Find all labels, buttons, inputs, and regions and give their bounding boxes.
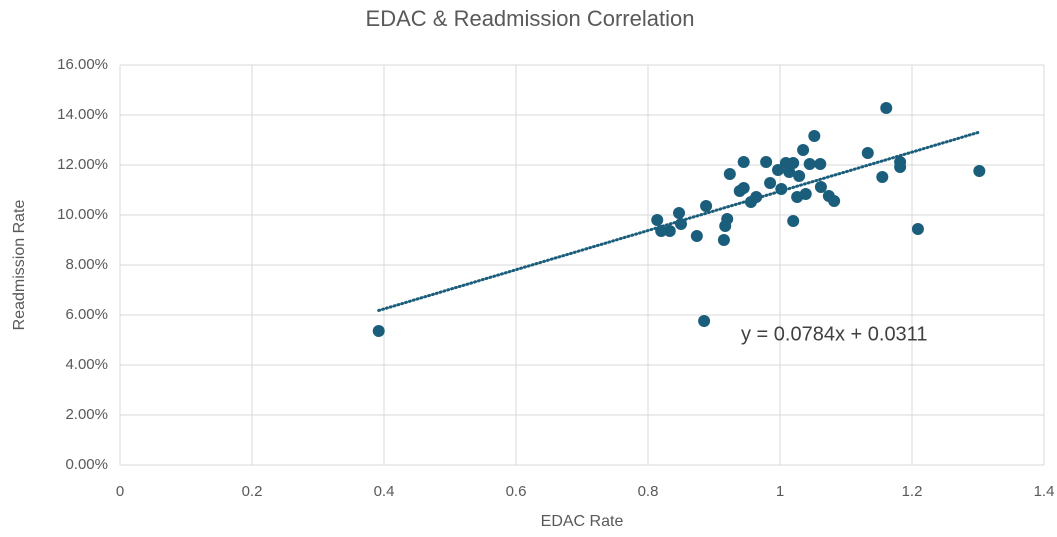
data-point xyxy=(973,165,986,177)
y-tick-label: 14.00% xyxy=(57,106,108,123)
data-point xyxy=(651,214,664,226)
x-tick-label: 0.6 xyxy=(506,483,527,500)
data-point xyxy=(876,171,889,183)
x-tick-label: 1.2 xyxy=(902,483,923,500)
y-tick-label: 10.00% xyxy=(57,206,108,223)
data-point xyxy=(760,156,773,168)
data-point xyxy=(655,225,668,237)
data-point xyxy=(663,225,676,237)
data-point xyxy=(793,170,806,182)
data-point xyxy=(675,218,687,230)
data-point xyxy=(775,183,788,195)
data-point xyxy=(372,325,385,337)
data-point xyxy=(787,157,800,169)
data-point xyxy=(783,166,796,178)
data-point xyxy=(723,168,736,180)
data-point xyxy=(814,158,827,170)
x-axis-title: EDAC Rate xyxy=(541,513,624,530)
y-tick-label: 6.00% xyxy=(65,306,108,323)
chart-title: EDAC & Readmission Correlation xyxy=(366,6,695,31)
y-tick-label: 8.00% xyxy=(65,256,108,273)
y-tick-label: 12.00% xyxy=(57,156,108,173)
data-point xyxy=(808,130,821,142)
y-tick-label: 0.00% xyxy=(65,456,108,473)
data-point xyxy=(797,144,810,156)
data-point xyxy=(700,200,713,212)
x-tick-label: 1 xyxy=(776,483,784,500)
data-point xyxy=(828,195,841,207)
data-point xyxy=(764,177,777,189)
data-point xyxy=(737,182,750,194)
x-tick-label: 1.4 xyxy=(1034,483,1055,500)
data-point xyxy=(737,156,750,168)
x-tick-label: 0 xyxy=(116,483,124,500)
y-tick-label: 2.00% xyxy=(65,406,108,423)
data-point xyxy=(673,207,686,219)
x-tick-label: 0.4 xyxy=(374,483,395,500)
x-tick-label: 0.8 xyxy=(638,483,659,500)
data-point xyxy=(721,213,734,225)
data-point xyxy=(803,158,816,170)
x-tick-label: 0.2 xyxy=(242,483,263,500)
y-axis-title: Readmission Rate xyxy=(11,200,28,331)
data-point xyxy=(750,191,763,203)
y-tick-label: 16.00% xyxy=(57,56,108,73)
data-point xyxy=(911,223,924,235)
data-point xyxy=(698,315,711,327)
trendline-equation: y = 0.0784x + 0.0311 xyxy=(741,323,927,345)
data-point xyxy=(880,102,893,114)
data-point xyxy=(894,161,907,173)
data-point xyxy=(814,181,827,193)
y-tick-label: 4.00% xyxy=(65,356,108,373)
data-point xyxy=(690,230,703,242)
data-point xyxy=(861,147,874,159)
data-point xyxy=(799,188,812,200)
data-point xyxy=(717,234,730,246)
data-point xyxy=(787,215,800,227)
data-point xyxy=(772,164,785,176)
